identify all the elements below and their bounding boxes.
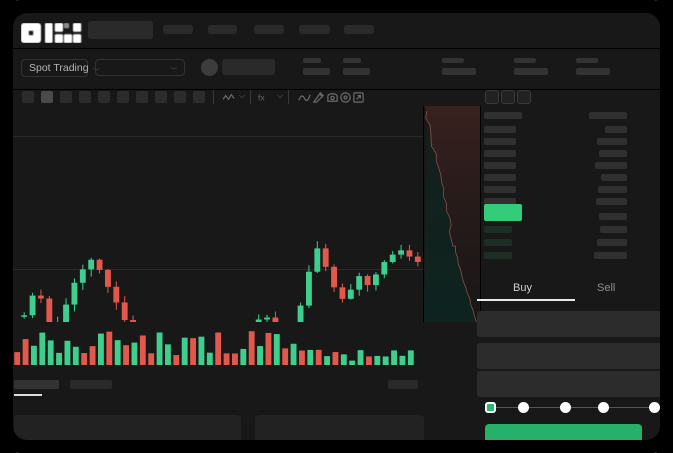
svg-text:fx: fx bbox=[258, 92, 265, 102]
